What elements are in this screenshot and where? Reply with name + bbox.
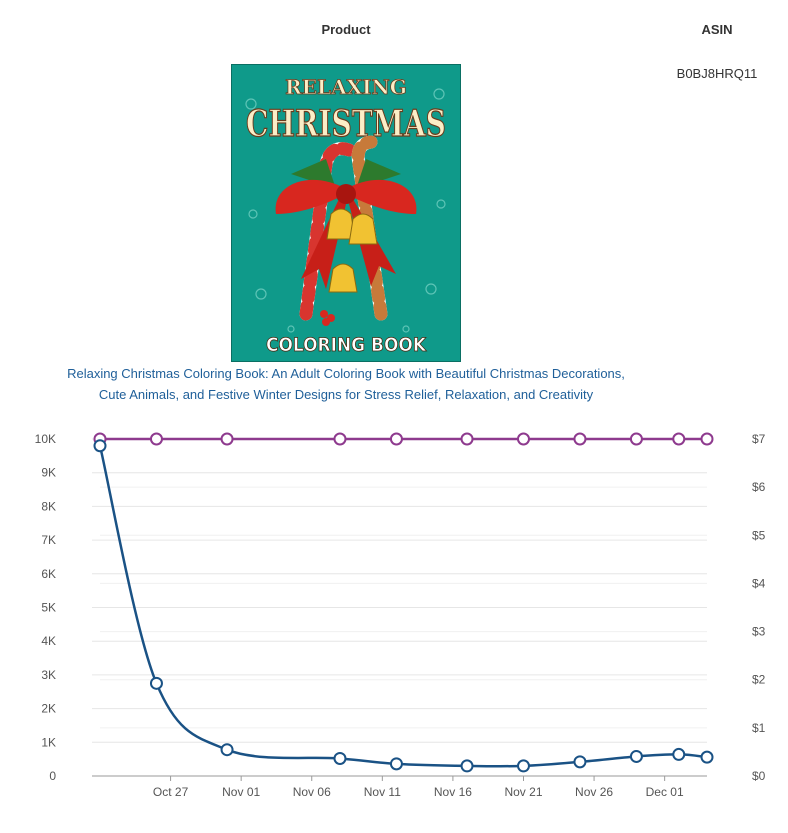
left-y-tick-label: 6K	[41, 567, 56, 581]
sales-rank-price-chart: 0 1K 2K 3K 4K 5K 6K 7K 8K 9K 10K $0 $1 $2 $3 $4 $5 $6 $7 Oc…	[35, 432, 766, 799]
right-y-tick-label: $7	[752, 432, 766, 446]
sales-rank-series-point[interactable]	[629, 749, 643, 763]
sales-rank-series-point[interactable]	[516, 759, 530, 773]
product-title-line-2[interactable]: Cute Animals, and Festive Winter Designs…	[98, 387, 594, 402]
left-y-tick-label: 5K	[41, 601, 56, 615]
price-series-point[interactable]	[573, 432, 587, 446]
right-y-tick-label: $3	[752, 625, 766, 639]
product-title-link[interactable]: Relaxing Christmas Coloring Book: An Adu…	[40, 363, 652, 405]
left-y-tick-label: 3K	[41, 668, 56, 682]
price-series-point[interactable]	[220, 432, 234, 446]
right-y-tick-label: $5	[752, 528, 766, 542]
price-series-point[interactable]	[700, 432, 714, 446]
right-y-tick-label: $0	[752, 769, 766, 783]
right-y-tick-label: $2	[752, 673, 766, 687]
x-tick-label: Nov 11	[364, 785, 401, 799]
cover-subtitle: COLORING BOOK	[266, 334, 427, 356]
sales-rank-series-line	[98, 445, 708, 768]
sales-rank-series-point[interactable]	[220, 743, 234, 757]
left-y-tick-label: 4K	[41, 634, 56, 648]
price-series-point[interactable]	[149, 432, 163, 446]
price-series-point[interactable]	[333, 432, 347, 446]
snowflake-decorations	[245, 88, 446, 333]
sales-rank-series-point[interactable]	[389, 757, 403, 771]
left-y-tick-label: 1K	[41, 735, 56, 749]
cover-title-top: RELAXING	[285, 75, 407, 99]
x-tick-label: Nov 26	[575, 785, 613, 799]
product-cover-image[interactable]: RELAXING CHRISTMAS COLORING BOOK	[231, 64, 461, 362]
price-series-point[interactable]	[629, 432, 643, 446]
chart-axes: 0 1K 2K 3K 4K 5K 6K 7K 8K 9K 10K $0 $1 $2 $3 $4 $5 $6 $7 Oc…	[35, 432, 766, 799]
price-series-point[interactable]	[460, 432, 474, 446]
x-tick-label: Oct 27	[153, 785, 189, 799]
cover-title-main: CHRISTMAS	[246, 103, 446, 145]
asin-column-header: ASIN	[701, 22, 733, 37]
x-tick-label: Nov 16	[434, 785, 472, 799]
sales-rank-series-point[interactable]	[573, 755, 587, 769]
product-column-header: Product	[321, 22, 371, 37]
sales-rank-series-point[interactable]	[149, 676, 163, 690]
x-tick-label: Dec 01	[646, 785, 684, 799]
sales-rank-series-point[interactable]	[93, 439, 107, 453]
product-title-line-1[interactable]: Relaxing Christmas Coloring Book: An Adu…	[67, 366, 625, 381]
left-y-tick-label: 0	[49, 769, 56, 783]
sales-rank-series-point[interactable]	[672, 747, 686, 761]
asin-value: B0BJ8HRQ11	[676, 66, 758, 81]
right-y-tick-label: $1	[752, 721, 766, 735]
price-series-point[interactable]	[672, 432, 686, 446]
left-y-tick-label: 9K	[41, 466, 56, 480]
x-tick-label: Nov 21	[504, 785, 542, 799]
x-tick-label: Nov 01	[222, 785, 260, 799]
chart-series	[93, 432, 714, 773]
right-y-tick-label: $4	[752, 576, 766, 590]
sales-rank-series-point[interactable]	[700, 750, 714, 764]
price-series-point[interactable]	[389, 432, 403, 446]
left-y-tick-label: 8K	[41, 499, 56, 513]
left-y-tick-label: 2K	[41, 702, 56, 716]
price-series-point[interactable]	[516, 432, 530, 446]
right-y-tick-label: $6	[752, 480, 766, 494]
x-tick-label: Nov 06	[293, 785, 331, 799]
chart-grid	[92, 438, 707, 777]
sales-rank-series-point[interactable]	[333, 751, 347, 765]
left-y-tick-label: 7K	[41, 533, 56, 547]
sales-rank-series-point[interactable]	[460, 759, 474, 773]
left-y-tick-label: 10K	[35, 432, 56, 446]
